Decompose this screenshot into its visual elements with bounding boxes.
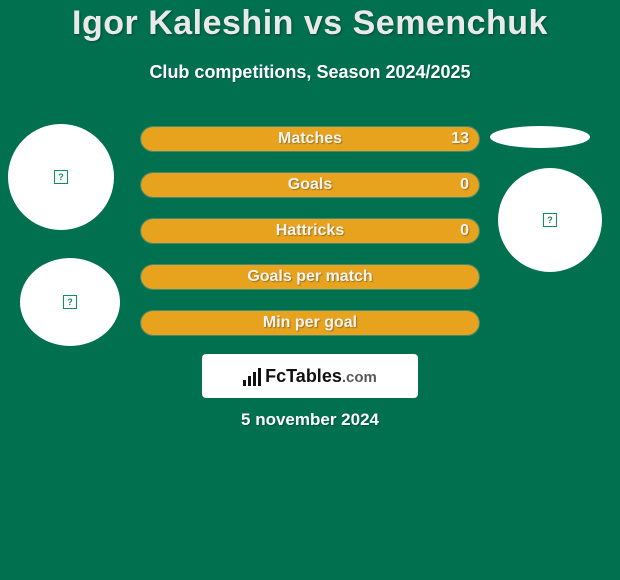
bars-icon [243, 366, 261, 386]
player-left-avatar-2: ? [20, 258, 120, 346]
stat-row: Goals0 [140, 172, 480, 198]
brand-text: FcTables.com [265, 366, 377, 387]
image-placeholder-icon: ? [543, 213, 557, 227]
player-right-avatar: ? [498, 168, 602, 272]
subtitle: Club competitions, Season 2024/2025 [0, 62, 620, 83]
stat-value-right: 0 [460, 176, 469, 194]
stat-label: Goals [141, 176, 479, 194]
comparison-card: Igor Kaleshin vs Semenchuk Club competit… [0, 0, 620, 580]
stat-row: Hattricks0 [140, 218, 480, 244]
player-left-avatar-1: ? [8, 124, 114, 230]
image-placeholder-icon: ? [54, 170, 68, 184]
stat-label: Hattricks [141, 222, 479, 240]
brand-badge[interactable]: FcTables.com [202, 354, 418, 398]
page-title: Igor Kaleshin vs Semenchuk [0, 4, 620, 43]
brand-suffix: .com [342, 369, 377, 386]
stat-label: Min per goal [141, 314, 479, 332]
stat-row: Goals per match [140, 264, 480, 290]
stat-value-right: 13 [451, 130, 469, 148]
brand-name: FcTables [265, 366, 342, 387]
stat-label: Goals per match [141, 268, 479, 286]
player-right-shape-top [490, 126, 590, 148]
image-placeholder-icon: ? [63, 295, 77, 309]
stat-row: Min per goal [140, 310, 480, 336]
stat-row: Matches13 [140, 126, 480, 152]
stat-value-right: 0 [460, 222, 469, 240]
stat-label: Matches [141, 130, 479, 148]
date-text: 5 november 2024 [0, 410, 620, 430]
